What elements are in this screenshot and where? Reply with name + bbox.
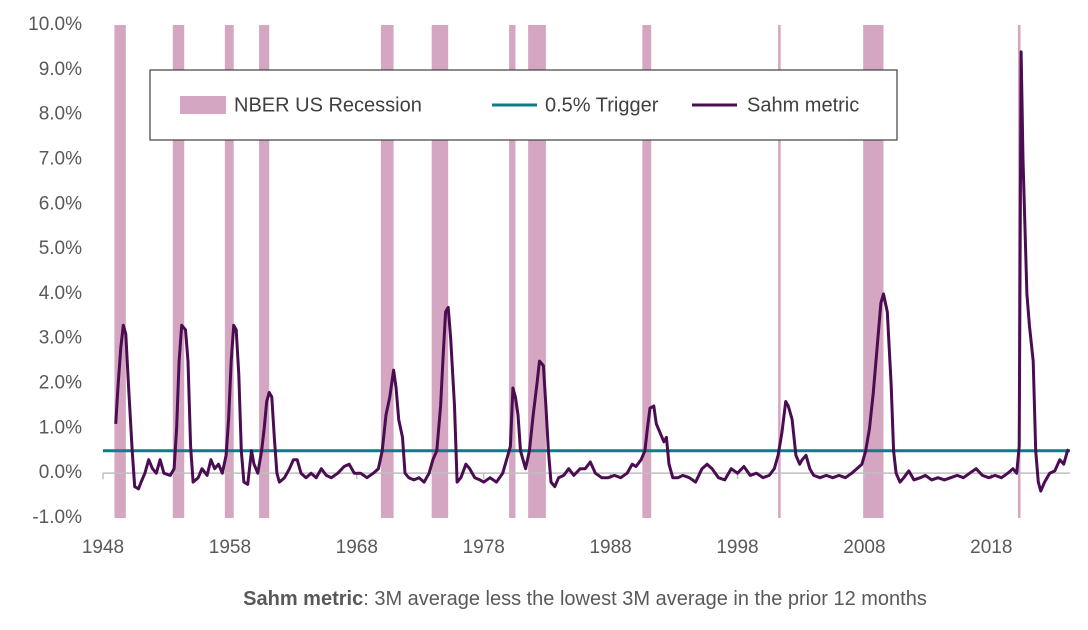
recession-band [224,25,234,518]
footnote-text: : 3M average less the lowest 3M average … [363,588,927,610]
footnote: Sahm metric: 3M average less the lowest … [243,588,927,610]
y-tick-label: 10.0% [28,14,82,35]
recession-band [259,25,270,518]
x-tick-label: 2018 [970,537,1012,558]
legend-label: 0.5% Trigger [545,94,659,116]
footnote-bold: Sahm metric [243,588,363,610]
y-tick-label: 3.0% [39,328,82,349]
legend-label: NBER US Recession [234,94,422,116]
x-tick-label: 1978 [463,537,505,558]
recession-band [431,25,449,518]
legend: NBER US Recession 0.5% Trigger Sahm metr… [149,69,898,141]
legend-label: Sahm metric [747,94,859,116]
recession-band [114,25,126,518]
x-tick-label: 1988 [589,537,631,558]
y-tick-label: 9.0% [39,59,82,80]
recession-band [509,25,516,518]
x-tick-label: 1958 [209,537,251,558]
y-tick-label: -1.0% [32,507,82,528]
y-tick-label: 8.0% [39,104,82,125]
x-tick-label: 1968 [336,537,378,558]
x-tick-label: 2008 [843,537,885,558]
y-tick-label: 5.0% [39,238,82,259]
plot-area: -1.0% 0.0% 1.0% 2.0% 3.0% 4.0% 5.0% 6.0% 7.0% 8.0… [28,14,1070,558]
x-tick-label: 1998 [716,537,758,558]
recession-band [172,25,185,518]
sahm-line [114,50,1070,493]
recession-band [642,25,652,518]
recession-band [528,25,546,518]
y-tick-label: 2.0% [39,373,82,394]
y-tick-label: 0.0% [39,462,82,483]
y-tick-label: 1.0% [39,417,82,438]
legend-swatch [180,96,226,114]
x-tick-label: 1948 [82,537,124,558]
recession-band [863,25,884,518]
y-tick-label: 6.0% [39,193,82,214]
y-tick-label: 7.0% [39,148,82,169]
recession-band [778,25,781,518]
y-tick-label: 4.0% [39,283,82,304]
